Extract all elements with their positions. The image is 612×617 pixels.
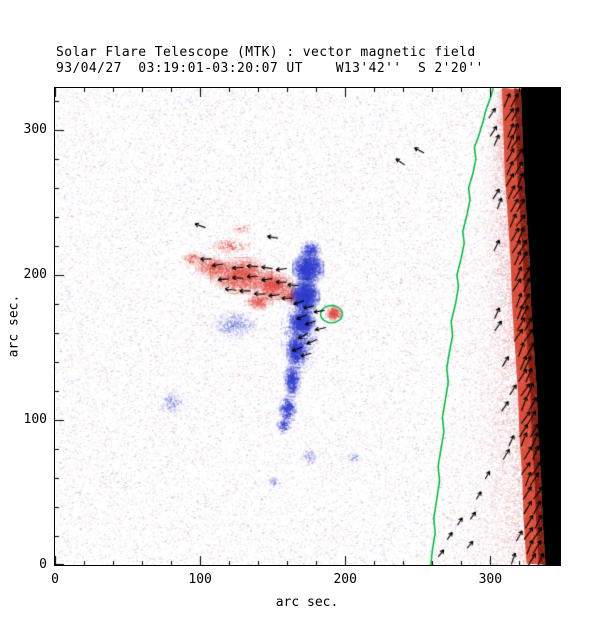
y-tick-label: 0 [39, 557, 47, 572]
plot-frame [54, 87, 561, 566]
chart-subtitle: 93/04/27 03:19:01-03:20:07 UT W13'42'' S… [56, 61, 484, 76]
magnetogram-canvas [55, 88, 560, 565]
y-tick-label: 200 [23, 267, 47, 283]
chart-title: Solar Flare Telescope (MTK) : vector mag… [56, 45, 476, 60]
y-tick-label: 100 [23, 412, 47, 427]
x-tick-label: 100 [188, 572, 212, 587]
x-axis-label: arc sec. [275, 595, 339, 610]
x-tick-label: 200 [333, 572, 357, 587]
y-axis-label: arc sec. [6, 294, 22, 358]
y-tick-label: 300 [23, 122, 47, 138]
x-tick-label: 300 [478, 572, 503, 587]
x-tick-label: 0 [51, 572, 59, 587]
